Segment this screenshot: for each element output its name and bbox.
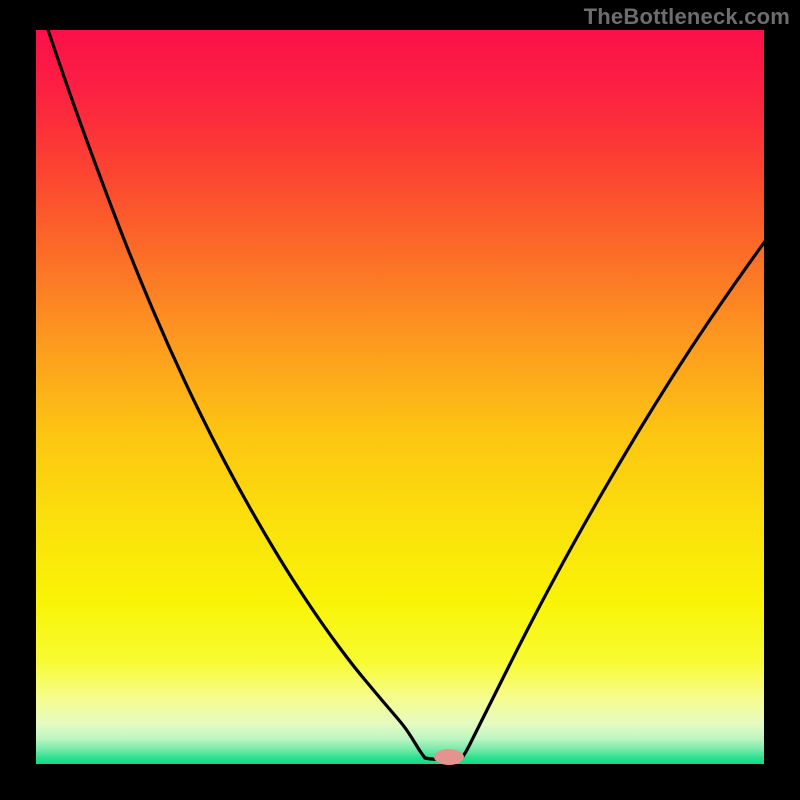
chart-canvas: TheBottleneck.com: [0, 0, 800, 800]
minimum-marker: [434, 749, 464, 765]
bottleneck-chart: [0, 0, 800, 800]
watermark-text: TheBottleneck.com: [584, 4, 790, 30]
plot-background: [36, 30, 764, 764]
